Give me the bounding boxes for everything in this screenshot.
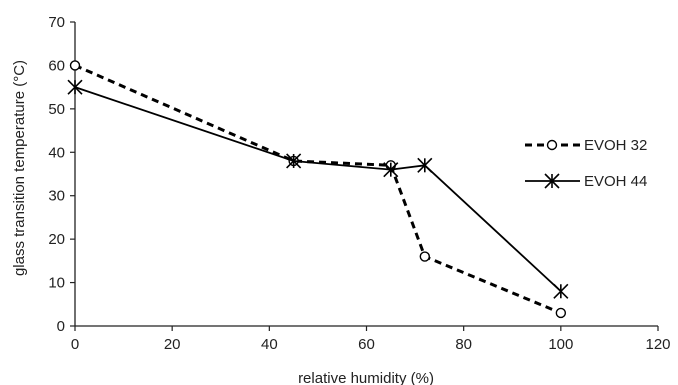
y-tick-label: 70 [48, 14, 65, 31]
star-marker [383, 162, 399, 178]
x-tick-label: 60 [358, 336, 375, 353]
y-axis-title: glass transition temperature (°C) [11, 60, 28, 276]
legend-item: EVOH 32 [525, 137, 647, 154]
x-axis-title: relative humidity (%) [298, 370, 434, 385]
x-tick-label: 0 [71, 336, 79, 353]
series-layer [67, 60, 569, 319]
x-tick-label: 40 [261, 336, 278, 353]
star-marker [544, 173, 560, 189]
star-marker [286, 153, 302, 169]
star-marker [417, 157, 433, 173]
tick-labels: 0 10 20 30 40 50 60 70 0 20 40 60 80 100 120 [48, 14, 670, 353]
x-tick-label: 20 [164, 336, 181, 353]
series-line [74, 86, 562, 292]
y-tick-label: 50 [48, 101, 65, 118]
star-marker [67, 79, 83, 95]
legend-label: EVOH 44 [584, 173, 647, 190]
circle-marker [546, 139, 558, 151]
x-tick-label: 120 [645, 336, 670, 353]
legend-item: EVOH 44 [525, 173, 647, 190]
legend-label: EVOH 32 [584, 137, 647, 154]
x-tick-label: 100 [548, 336, 573, 353]
axes [70, 21, 659, 331]
circle-marker [419, 251, 430, 262]
y-tick-label: 40 [48, 144, 65, 161]
y-tick-label: 30 [48, 188, 65, 205]
y-tick-label: 10 [48, 275, 65, 292]
star-marker [553, 283, 569, 299]
y-tick-label: 20 [48, 231, 65, 248]
series-line [74, 64, 562, 315]
series-evoh-32 [69, 60, 567, 319]
series-evoh-44 [67, 79, 569, 299]
legend: EVOH 32 EVOH 44 [525, 137, 647, 190]
circle-marker [69, 60, 81, 71]
y-tick-label: 60 [48, 57, 65, 74]
y-tick-label: 0 [57, 318, 65, 335]
x-tick-label: 80 [455, 336, 472, 353]
circle-marker [555, 307, 567, 319]
